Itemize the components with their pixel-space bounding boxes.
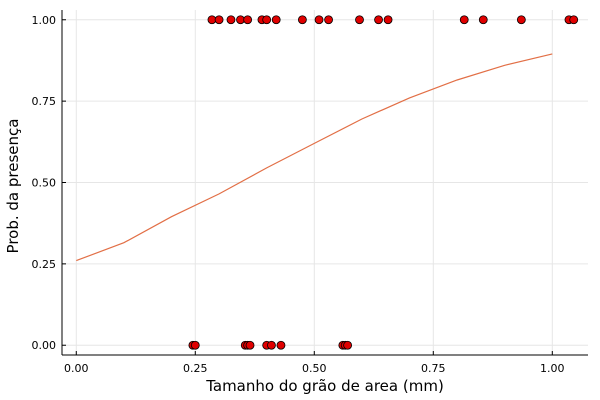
data-point [324,15,333,25]
y-tick-label: 0.75 [32,95,57,108]
data-point [374,15,383,25]
data-point [276,340,286,350]
data-point [267,340,276,350]
data-point [355,15,364,25]
data-point [343,340,353,350]
data-point [569,15,579,25]
x-tick-label: 0.00 [64,362,89,375]
x-tick-label: 0.25 [183,362,208,375]
y-axis-label: Prob. da presença [4,119,22,254]
points-layer [188,15,579,350]
x-axis-label: Tamanho do grão de area (mm) [205,377,444,395]
grid [62,10,588,355]
data-point [271,15,281,25]
y-tick-label: 0.25 [32,258,57,271]
y-tick-label: 1.00 [32,14,57,27]
x-ticks: 0.00 0.25 0.50 0.75 1.00 [64,351,565,375]
x-tick-label: 1.00 [540,362,565,375]
data-point [190,340,200,350]
data-point [383,15,393,25]
data-point [297,15,307,25]
y-ticks: 0.00 0.25 0.50 0.75 1.00 [32,14,66,352]
data-point [478,15,488,25]
logistic-curve [76,53,553,262]
data-point [459,15,469,25]
data-point [262,15,272,25]
data-point [314,15,324,25]
x-tick-label: 0.50 [302,362,327,375]
x-tick-label: 0.75 [421,362,446,375]
y-tick-label: 0.50 [32,177,57,190]
data-point [243,15,253,25]
y-tick-label: 0.00 [32,339,57,352]
data-point [245,340,255,350]
data-point [226,15,236,25]
curve-layer [76,53,553,262]
data-point [214,15,224,25]
data-point [516,15,526,25]
